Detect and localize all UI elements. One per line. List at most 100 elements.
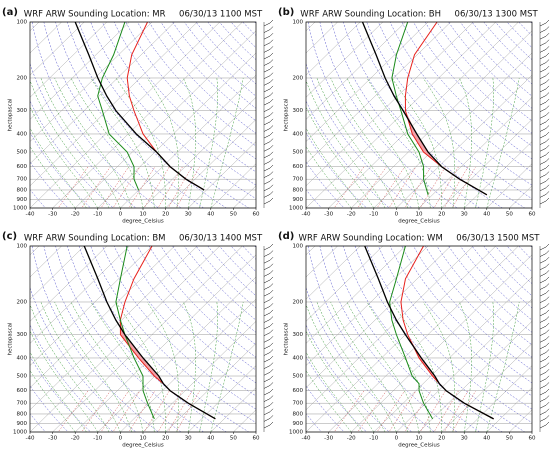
wind-barb [539, 39, 550, 47]
x-tick-label: -10 [93, 212, 102, 218]
x-tick-label: 10 [416, 212, 423, 218]
wind-barb [263, 303, 274, 310]
y-tick-label: 900 [293, 197, 304, 203]
y-tick-label: 300 [17, 108, 28, 114]
y-axis-label: hectopascal [284, 98, 290, 132]
y-tick-label: 100 [17, 20, 28, 26]
dry-adiabat [306, 324, 390, 432]
isotherm [463, 141, 532, 208]
mixing-ratio-line [167, 390, 193, 432]
x-tick-label: 40 [483, 436, 490, 442]
dry-adiabat [102, 22, 256, 186]
isotherm [30, 22, 198, 187]
isotherm [306, 246, 316, 256]
dry-adiabat [306, 286, 413, 432]
x-axis-label: degree_Celsius [398, 219, 440, 225]
moist-adiabat [30, 146, 76, 208]
wind-barb [263, 26, 274, 33]
y-tick-label: 1000 [289, 206, 303, 212]
dry-adiabat [113, 22, 256, 173]
dry-adiabat [30, 161, 69, 208]
x-tick-label: 30 [461, 436, 468, 442]
dry-adiabat [67, 22, 227, 208]
plot-frame [29, 21, 257, 209]
wind-barb [263, 276, 274, 284]
y-tick-label: 900 [17, 197, 28, 203]
y-tick-label: 700 [293, 177, 304, 183]
y-tick-label: 300 [293, 108, 304, 114]
moist-adiabat [90, 301, 155, 432]
wind-barb [263, 257, 274, 264]
profile-line [115, 246, 155, 420]
wind-barb [539, 33, 550, 40]
wind-barb [263, 19, 274, 27]
x-tick-label: 0 [119, 212, 123, 218]
wind-barb [263, 151, 274, 159]
mixing-ratio-line [81, 390, 111, 432]
x-tick-label: 40 [207, 212, 214, 218]
isotherm [30, 22, 130, 120]
dry-adiabat [125, 22, 256, 160]
mixing-ratio-line [443, 390, 469, 432]
wind-barb [263, 39, 274, 47]
wind-barb [263, 375, 274, 383]
wind-barb [263, 33, 274, 40]
y-tick-label: 1000 [13, 430, 27, 436]
mixing-ratio-line [419, 390, 446, 432]
dry-adiabat [43, 246, 182, 432]
isotherm [306, 246, 384, 322]
x-tick-label: 20 [438, 436, 445, 442]
x-tick-label: 0 [395, 212, 399, 218]
isotherm [441, 343, 532, 432]
isotherm [306, 246, 451, 389]
profile-line [361, 22, 488, 196]
x-tick-label: -30 [324, 436, 333, 442]
wind-barb [539, 178, 550, 185]
dry-adiabat [389, 246, 532, 397]
isotherm [210, 387, 256, 432]
x-tick-label: 30 [185, 436, 192, 442]
y-tick-label: 900 [17, 421, 28, 427]
isotherm [74, 254, 256, 432]
dry-adiabat [30, 324, 114, 432]
wind-barb [263, 283, 274, 290]
dry-adiabat [55, 246, 205, 432]
wind-barb [539, 309, 550, 317]
dry-adiabat [125, 246, 256, 384]
x-tick-label: 10 [140, 212, 147, 218]
dry-adiabat [31, 22, 159, 208]
wind-barb [539, 362, 550, 369]
x-tick-label: 30 [461, 212, 468, 218]
wind-barb [539, 349, 550, 356]
dry-adiabat [306, 62, 413, 208]
dry-adiabat [343, 22, 503, 208]
wind-barb [263, 415, 274, 422]
x-tick-label: 0 [119, 436, 123, 442]
isotherm [486, 387, 532, 432]
moist-adiabat [306, 146, 352, 208]
moist-adiabat [30, 351, 87, 432]
wind-barb [539, 257, 550, 264]
wind-barb [539, 158, 550, 165]
wind-barb [539, 421, 550, 429]
y-tick-label: 700 [17, 177, 28, 183]
wind-barb [263, 191, 274, 198]
y-tick-label: 300 [293, 332, 304, 338]
dry-adiabat [401, 22, 532, 160]
x-tick-label: 20 [438, 212, 445, 218]
dry-adiabat [366, 246, 532, 423]
wind-barb [539, 263, 550, 271]
profile-line [391, 22, 429, 196]
wind-barb [263, 369, 274, 376]
y-tick-label: 1000 [13, 206, 27, 212]
mixing-ratio-line [419, 166, 446, 208]
chart-title: WRF ARW Sounding Location: MR 06/30/13 1… [24, 10, 263, 20]
wind-barb [539, 303, 550, 310]
isotherm [306, 246, 338, 278]
moist-adiabat [391, 77, 442, 208]
dry-adiabat [30, 385, 69, 432]
dry-adiabat [43, 22, 182, 208]
profile-line [83, 246, 216, 420]
y-tick-label: 600 [293, 388, 304, 394]
